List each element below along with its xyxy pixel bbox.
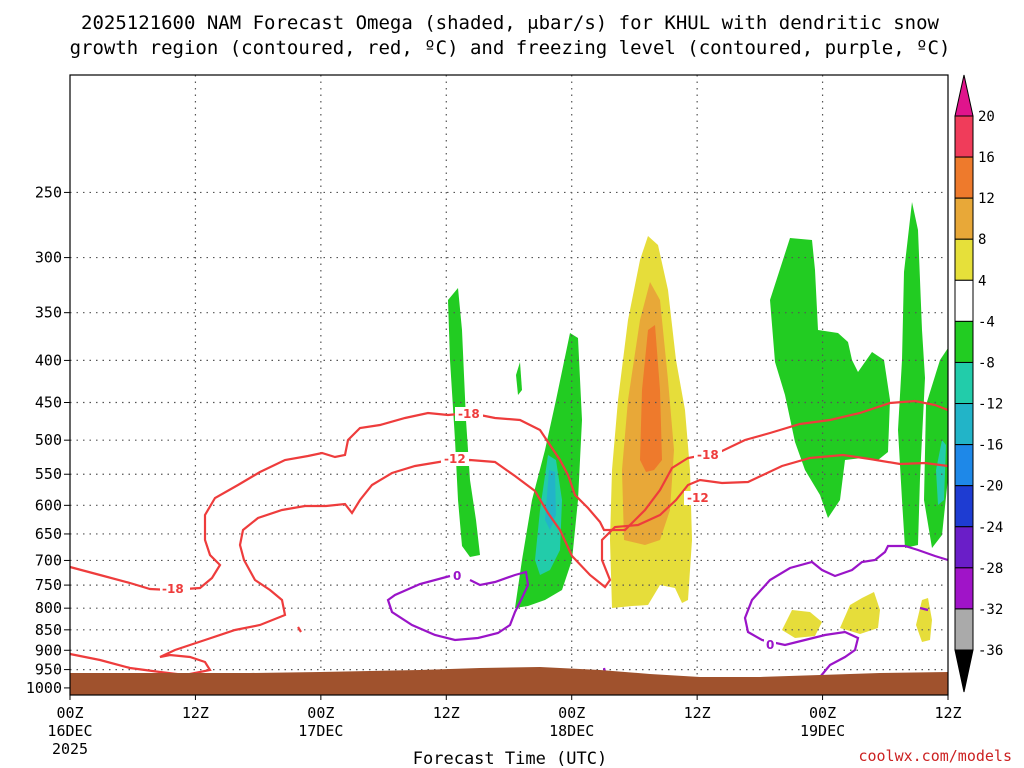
freezing-contour-line <box>743 544 949 678</box>
credit-text: coolwx.com/models <box>858 747 1012 765</box>
y-tick-label: 700 <box>35 551 62 569</box>
x-tick-year: 2025 <box>52 740 88 758</box>
y-tick-label: 300 <box>35 249 62 267</box>
x-tick-date: 16DEC <box>47 722 92 740</box>
colorbar-label: -16 <box>978 438 1003 454</box>
freezing-contour-line <box>919 606 929 612</box>
colorbar-swatch <box>954 197 974 240</box>
colorbar-swatch <box>954 279 974 322</box>
y-tick-label: 750 <box>35 576 62 594</box>
colorbar-swatch <box>954 444 974 487</box>
colorbar-swatch <box>954 526 974 569</box>
x-axis-label: Forecast Time (UTC) <box>413 749 607 768</box>
y-tick-label: 1000 <box>26 679 62 697</box>
colorbar-swatch <box>954 567 974 610</box>
y-tick-label: 950 <box>35 661 62 679</box>
freezing-contour-line <box>386 570 530 642</box>
colorbar-label: -32 <box>978 602 1003 618</box>
y-tick-label: 350 <box>35 304 62 322</box>
colorbar-label: -4 <box>978 314 995 330</box>
freezing-label: 0 <box>453 569 461 583</box>
colorbar-label: -8 <box>978 355 995 371</box>
freezing-level-contours <box>386 544 949 678</box>
omega-region-orange <box>640 325 662 472</box>
plot-frame <box>69 74 949 696</box>
x-tick-label: 00Z <box>558 704 585 722</box>
y-tick-label: 250 <box>35 183 62 201</box>
freezing-label-group: 0 0 <box>451 569 776 652</box>
freezing-label: 0 <box>766 638 774 652</box>
dgz-label-group: -18 -12 -18 -12 -18 <box>160 407 722 596</box>
x-tick-label: 00Z <box>307 704 334 722</box>
y-tick-label: 500 <box>35 431 62 449</box>
colorbar-label: -20 <box>978 479 1003 495</box>
colorbar-swatch <box>954 238 974 281</box>
omega-region-cyan <box>545 470 556 530</box>
dgz-label: -12 <box>687 491 709 505</box>
dgz-contour-line <box>69 453 949 677</box>
omega-region-green <box>516 362 522 395</box>
colorbar-label: 4 <box>978 273 986 289</box>
omega-region-green <box>898 202 925 548</box>
colorbar-label: -36 <box>978 643 1003 659</box>
colorbar-swatch <box>954 115 974 158</box>
colorbar-label: -12 <box>978 397 1003 413</box>
omega-shading-layer <box>448 202 948 642</box>
dgz-label: -18 <box>697 448 719 462</box>
y-axis-ticks: 250 300 350 400 450 500 550 600 650 700 750 800 850 9… <box>26 183 70 697</box>
y-tick-label: 550 <box>35 465 62 483</box>
terrain-ground-layer <box>70 667 948 695</box>
omega-region-teal <box>936 440 946 505</box>
x-tick-date: 18DEC <box>549 722 594 740</box>
y-tick-label: 850 <box>35 621 62 639</box>
y-tick-label: 450 <box>35 394 62 412</box>
y-tick-label: 900 <box>35 641 62 659</box>
y-tick-label: 650 <box>35 525 62 543</box>
colorbar-label: 16 <box>978 150 995 166</box>
colorbar-top-arrow <box>954 74 974 117</box>
x-tick-label: 12Z <box>684 704 711 722</box>
dgz-label: -18 <box>162 582 184 596</box>
y-tick-label: 600 <box>35 496 62 514</box>
omega-region-yellow <box>782 610 822 638</box>
omega-region-green <box>770 238 890 518</box>
dgz-contour-line <box>297 626 302 633</box>
omega-region-green <box>448 288 480 557</box>
colorbar: 20 16 12 8 4 -4 -8 -12 -16 -20 -24 -28 -32 -36 <box>954 74 1003 693</box>
omega-region-yellow <box>916 598 932 642</box>
y-tick-label: 400 <box>35 351 62 369</box>
colorbar-swatch <box>954 608 974 651</box>
colorbar-swatch <box>954 361 974 405</box>
x-tick-date: 19DEC <box>800 722 845 740</box>
colorbar-swatch <box>954 156 974 199</box>
x-tick-label: 12Z <box>433 704 460 722</box>
x-tick-label: 00Z <box>809 704 836 722</box>
colorbar-swatch <box>954 403 974 446</box>
chart-title-line-1: 2025121600 NAM Forecast Omega (shaded, μ… <box>81 12 939 34</box>
colorbar-label: 12 <box>978 191 995 207</box>
chart-title-line-2: growth region (contoured, red, ºC) and f… <box>70 37 951 59</box>
x-tick-label: 12Z <box>182 704 209 722</box>
colorbar-swatch <box>954 485 974 528</box>
colorbar-label: -28 <box>978 561 1003 577</box>
y-tick-label: 800 <box>35 599 62 617</box>
x-tick-label: 00Z <box>56 704 83 722</box>
colorbar-swatch <box>954 320 974 363</box>
x-tick-label: 12Z <box>934 704 961 722</box>
dgz-label: -18 <box>458 407 480 421</box>
x-tick-date: 17DEC <box>298 722 343 740</box>
colorbar-label: 8 <box>978 232 986 248</box>
colorbar-bottom-arrow <box>954 649 974 693</box>
omega-region-yellow <box>840 592 880 634</box>
colorbar-label: 20 <box>978 109 995 125</box>
dgz-label: -12 <box>444 452 466 466</box>
colorbar-label: -24 <box>978 520 1003 536</box>
